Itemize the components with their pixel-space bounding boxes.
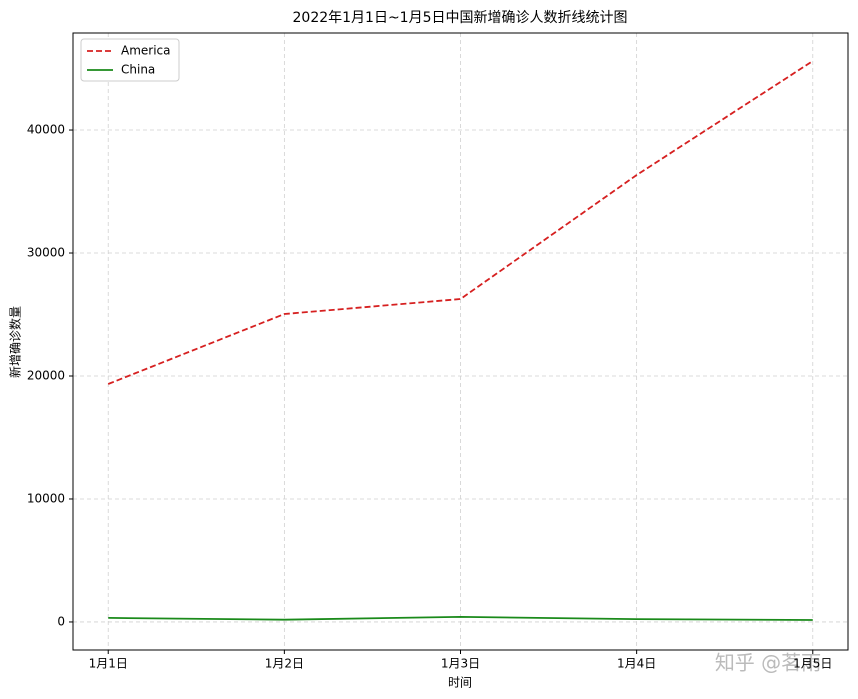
legend-label: China: [121, 63, 155, 77]
plot-frame: [72, 32, 849, 651]
series-line: [108, 615, 813, 621]
x-axis-label: 时间: [448, 676, 472, 690]
y-axis-label: 新增确诊数量: [8, 306, 23, 378]
legend-label: America: [121, 44, 171, 58]
x-tick-label: 1月5日: [793, 657, 832, 671]
x-tick-label: 1月4日: [617, 657, 656, 671]
y-tick-label: 30000: [27, 246, 65, 260]
watermark: 知乎 @茗雨: [715, 651, 821, 675]
x-tick-label: 1月1日: [89, 657, 128, 671]
chart-title: 2022年1月1日~1月5日中国新增确诊人数折线统计图: [293, 10, 628, 26]
y-tick-label: 40000: [27, 123, 65, 137]
x-tick-label: 1月3日: [441, 657, 480, 671]
series-line: [107, 60, 814, 385]
y-tick-label: 0: [57, 614, 65, 628]
y-tick-label: 20000: [27, 368, 65, 382]
x-tick-label: 1月2日: [265, 657, 304, 671]
y-tick-label: 10000: [27, 491, 65, 505]
